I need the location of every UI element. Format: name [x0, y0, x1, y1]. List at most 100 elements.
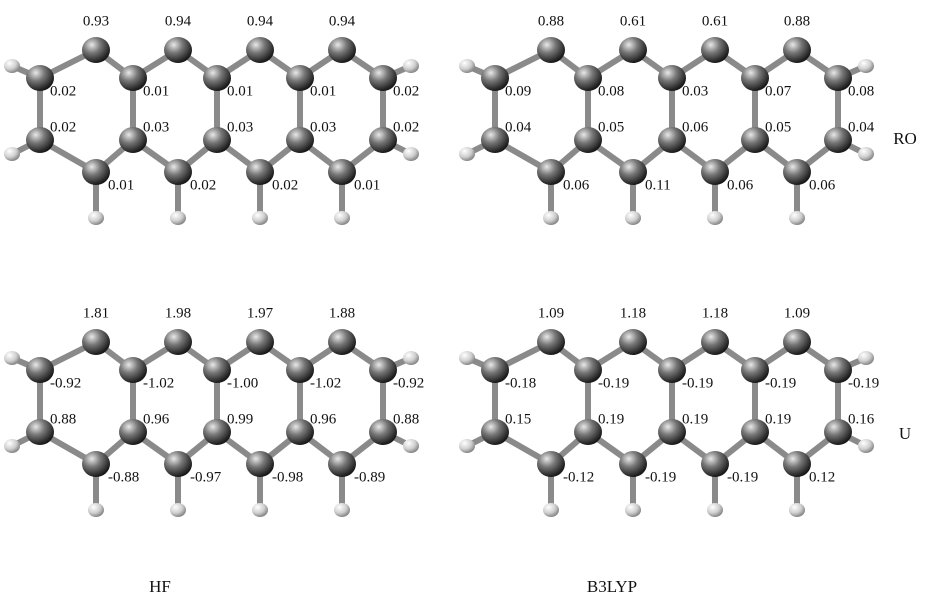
hydrogen-atom	[789, 503, 805, 517]
spin-density: -0.19	[848, 375, 879, 391]
hydrogen-atom	[459, 147, 475, 161]
molecule: 1.09-0.121.18-0.191.18-0.191.090.12-0.18…	[459, 305, 879, 517]
hydrogen-atom	[88, 211, 104, 225]
carbon-atom	[619, 37, 647, 63]
hydrogen-atom	[252, 503, 268, 517]
hydrogen-atom	[88, 503, 104, 517]
carbon-atom	[82, 37, 110, 63]
spin-density: 0.96	[143, 411, 170, 427]
spin-density: 1.97	[247, 305, 274, 321]
spin-density: 0.16	[848, 411, 875, 427]
carbon-atom	[328, 329, 356, 355]
hydrogen-atom	[4, 439, 20, 453]
spin-density: 0.12	[809, 469, 835, 485]
hydrogen-atom	[170, 503, 186, 517]
spin-density: -0.88	[108, 469, 139, 485]
carbon-atom	[619, 329, 647, 355]
spin-density: 0.01	[354, 177, 380, 193]
hydrogen-atom	[459, 439, 475, 453]
spin-density: 0.61	[702, 13, 728, 29]
spin-density: 0.07	[765, 83, 792, 99]
spin-density: -0.98	[272, 469, 303, 485]
spin-density: 0.05	[765, 119, 791, 135]
column-label: B3LYP	[587, 577, 637, 596]
carbon-atom	[328, 37, 356, 63]
spin-density: 0.04	[505, 119, 532, 135]
spin-density: 0.01	[227, 83, 253, 99]
spin-density: -0.97	[190, 469, 222, 485]
spin-density: 0.08	[848, 83, 874, 99]
carbon-atom	[537, 451, 565, 477]
hydrogen-atom	[858, 439, 874, 453]
spin-density: 0.94	[165, 13, 192, 29]
spin-density: -0.92	[393, 375, 424, 391]
carbon-atom	[246, 159, 274, 185]
spin-density: 0.09	[505, 83, 531, 99]
spin-density: -0.19	[682, 375, 713, 391]
hydrogen-atom	[4, 351, 20, 365]
spin-density: 0.04	[848, 119, 875, 135]
spin-density: 0.03	[227, 119, 253, 135]
spin-density: 0.99	[227, 411, 253, 427]
spin-density: 1.81	[83, 305, 109, 321]
hydrogen-atom	[403, 439, 419, 453]
hydrogen-atom	[334, 503, 350, 517]
carbon-atom	[537, 159, 565, 185]
carbon-atom	[164, 451, 192, 477]
spin-density: 0.94	[329, 13, 356, 29]
spin-density: -0.92	[50, 375, 81, 391]
carbon-atom	[537, 329, 565, 355]
carbon-atom	[701, 37, 729, 63]
spin-density: 0.19	[682, 411, 708, 427]
hydrogen-atom	[252, 211, 268, 225]
spin-density: 0.61	[620, 13, 646, 29]
hydrogen-atom	[170, 211, 186, 225]
carbon-atom	[619, 451, 647, 477]
carbon-atom	[701, 451, 729, 477]
spin-density: -0.19	[765, 375, 796, 391]
spin-density: 0.15	[505, 411, 531, 427]
molecule: 0.930.010.940.020.940.020.940.010.020.02…	[4, 13, 419, 225]
carbon-atom	[164, 329, 192, 355]
spin-density: 0.93	[83, 13, 109, 29]
spin-density: 0.03	[682, 83, 708, 99]
spin-density: 0.06	[563, 177, 590, 193]
spin-density: 0.02	[50, 83, 76, 99]
carbon-atom	[246, 37, 274, 63]
spin-density: 0.94	[247, 13, 274, 29]
carbon-atom	[82, 329, 110, 355]
spin-density: 0.01	[143, 83, 169, 99]
spin-density: 0.01	[108, 177, 134, 193]
hydrogen-atom	[543, 211, 559, 225]
spin-density: 0.11	[645, 177, 671, 193]
carbon-atom	[537, 37, 565, 63]
carbon-atom	[164, 37, 192, 63]
spin-density: 0.02	[393, 119, 419, 135]
hydrogen-atom	[858, 147, 874, 161]
carbon-atom	[164, 159, 192, 185]
spin-density: 0.06	[682, 119, 709, 135]
carbon-atom	[82, 451, 110, 477]
hydrogen-atom	[789, 211, 805, 225]
hydrogen-atom	[707, 211, 723, 225]
carbon-atom	[783, 159, 811, 185]
spin-density: 1.18	[702, 305, 728, 321]
spin-density: -1.00	[227, 375, 258, 391]
spin-density: 0.06	[727, 177, 754, 193]
row-label: RO	[893, 129, 917, 148]
carbon-atom	[783, 329, 811, 355]
spin-density: -0.19	[645, 469, 676, 485]
hydrogen-atom	[707, 503, 723, 517]
hydrogen-atom	[334, 211, 350, 225]
spin-density: 0.02	[190, 177, 216, 193]
hydrogen-atom	[625, 211, 641, 225]
spin-density: 0.88	[50, 411, 76, 427]
spin-density: 0.03	[310, 119, 336, 135]
spin-density: 0.01	[310, 83, 336, 99]
carbon-atom	[619, 159, 647, 185]
hydrogen-atom	[858, 351, 874, 365]
spin-density: -0.12	[563, 469, 594, 485]
spin-density: 1.09	[538, 305, 564, 321]
spin-density: -0.19	[727, 469, 758, 485]
spin-density: 1.98	[165, 305, 191, 321]
